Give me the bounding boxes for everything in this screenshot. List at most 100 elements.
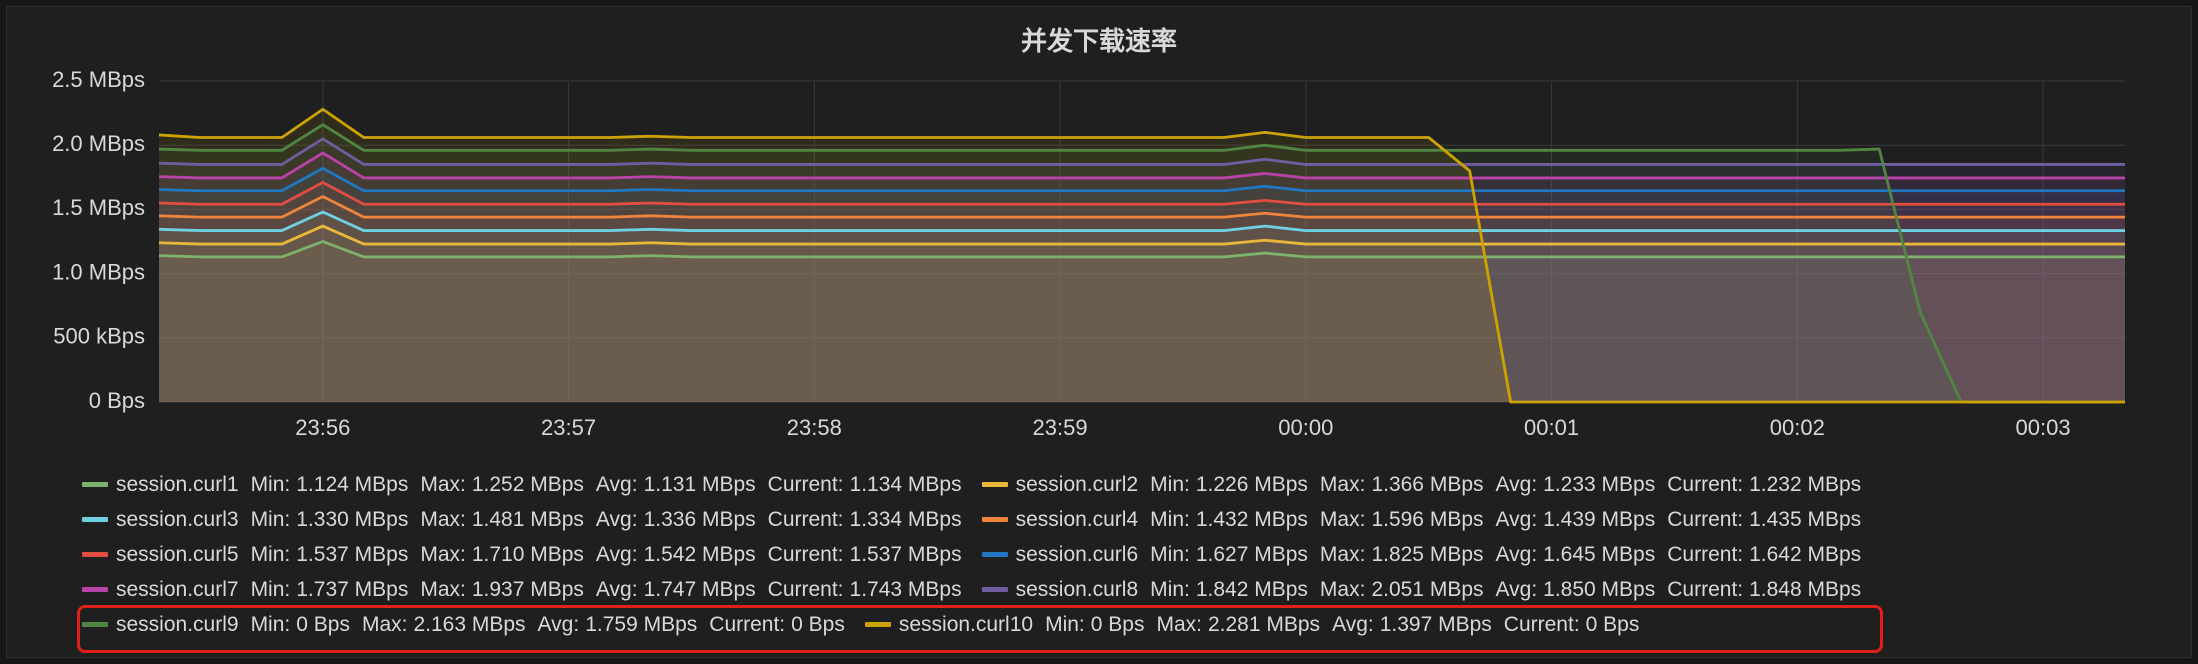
legend-stat-label: Current: xyxy=(767,578,844,601)
legend-stat-value: 1.435 MBps xyxy=(1749,508,1862,531)
legend-stat: Min: 1.842 MBps xyxy=(1150,572,1308,607)
legend-stat: Current: 1.334 MBps xyxy=(768,502,962,537)
legend-stat: Min: 0 Bps xyxy=(251,607,350,642)
series-line xyxy=(158,151,2125,180)
legend: session.curl1 Min: 1.124 MBps Max: 1.252 MBp… xyxy=(82,467,2172,642)
legend-stat: Avg: 1.747 MBps xyxy=(596,572,756,607)
legend-stat: Min: 1.537 MBps xyxy=(251,537,409,572)
legend-swatch xyxy=(82,587,108,592)
legend-stat-value: 1.131 MBps xyxy=(643,473,756,496)
legend-stat-value: 1.481 MBps xyxy=(471,508,584,531)
legend-stat: Current: 1.848 MBps xyxy=(1667,572,1861,607)
legend-swatch xyxy=(82,552,108,557)
legend-stat-value: 1.537 MBps xyxy=(849,543,962,566)
series-line xyxy=(158,107,2125,404)
legend-stat: Max: 1.252 MBps xyxy=(420,467,584,502)
y-tick-label: 500 kBps xyxy=(53,324,145,349)
legend-label: session.curl8 xyxy=(1015,578,1139,601)
x-tick-label: 23:57 xyxy=(541,415,596,440)
legend-stat-value: 1.537 MBps xyxy=(296,543,409,566)
legend-entry: session.curl1 Min: 1.124 MBps Max: 1.252 MBp… xyxy=(82,467,962,502)
legend-stat-label: Avg: xyxy=(1332,613,1374,636)
legend-stat-value: 1.330 MBps xyxy=(296,508,409,531)
legend-stat-value: 1.252 MBps xyxy=(471,473,584,496)
legend-swatch xyxy=(82,517,108,522)
legend-entry: session.curl8 Min: 1.842 MBps Max: 2.051 MBp… xyxy=(981,572,1861,607)
legend-stat-label: Avg: xyxy=(1495,473,1538,496)
series-line xyxy=(158,195,2125,219)
legend-stat-value: 1.336 MBps xyxy=(643,508,756,531)
legend-stat-label: Min: xyxy=(1045,613,1085,636)
legend-stat-label: Avg: xyxy=(595,473,638,496)
legend-swatch xyxy=(82,482,108,487)
legend-stat-label: Min: xyxy=(1150,543,1190,566)
legend-stat-label: Avg: xyxy=(595,543,638,566)
legend-stat-label: Current: xyxy=(709,613,786,636)
legend-stat-label: Current: xyxy=(767,473,844,496)
legend-stat: Avg: 1.336 MBps xyxy=(596,502,756,537)
legend-stat-value: 2.051 MBps xyxy=(1371,578,1484,601)
legend-stat-label: Max: xyxy=(420,508,466,531)
legend-entry: session.curl9 Min: 0 Bps Max: 2.163 MBps Avg:… xyxy=(82,607,845,642)
legend-stat-label: Min: xyxy=(250,543,291,566)
legend-stat: Current: 1.435 MBps xyxy=(1667,502,1861,537)
legend-stat-label: Avg: xyxy=(1495,508,1538,531)
legend-entry: session.curl6 Min: 1.627 MBps Max: 1.825 MBp… xyxy=(981,537,1862,572)
legend-stat-label: Min: xyxy=(250,613,291,636)
legend-stat-label: Avg: xyxy=(537,613,580,636)
legend-swatch xyxy=(82,622,108,627)
series-line xyxy=(158,166,2125,193)
legend-label: session.curl7 xyxy=(116,578,239,601)
legend-stat-value: 1.642 MBps xyxy=(1749,543,1862,566)
legend-stat-value: 0 Bps xyxy=(1090,613,1145,636)
legend-stat-value: 0 Bps xyxy=(791,613,845,636)
legend-entry: session.curl10 Min: 0 Bps Max: 2.281 MBps Avg… xyxy=(864,607,1639,642)
legend-swatch xyxy=(981,482,1008,487)
y-tick-label: 2.5 MBps xyxy=(52,67,145,92)
legend-stat-value: 1.937 MBps xyxy=(471,578,584,601)
series-line xyxy=(158,181,2125,206)
legend-label: session.curl4 xyxy=(1015,508,1139,531)
legend-entry: session.curl7 Min: 1.737 MBps Max: 1.937 MBp… xyxy=(82,572,962,607)
series-area xyxy=(159,168,2125,402)
legend-stat-value: 1.134 MBps xyxy=(849,473,962,496)
legend-stat: Current: 0 Bps xyxy=(709,607,845,642)
legend-stat: Max: 1.366 MBps xyxy=(1320,467,1484,502)
legend-stat: Min: 0 Bps xyxy=(1045,607,1144,642)
legend-entry: session.curl5 Min: 1.537 MBps Max: 1.710 MBp… xyxy=(82,537,962,572)
legend-stat-label: Avg: xyxy=(595,508,638,531)
series-area xyxy=(159,124,2125,402)
legend-swatch xyxy=(981,552,1008,557)
legend-stat: Current: 1.232 MBps xyxy=(1667,467,1861,502)
legend-stat-label: Avg: xyxy=(1495,578,1538,601)
legend-stat: Max: 1.710 MBps xyxy=(420,537,584,572)
legend-stat-value: 1.747 MBps xyxy=(643,578,756,601)
legend-stat: Avg: 1.645 MBps xyxy=(1496,537,1656,572)
legend-stat: Max: 2.281 MBps xyxy=(1156,607,1320,642)
legend-stat-label: Max: xyxy=(420,473,466,496)
legend-stat-label: Max: xyxy=(420,543,466,566)
x-tick-label: 00:03 xyxy=(2016,415,2071,440)
legend-label: session.curl5 xyxy=(116,543,239,566)
legend-stat: Avg: 1.542 MBps xyxy=(596,537,756,572)
legend-stat-value: 1.334 MBps xyxy=(849,508,962,531)
legend-stat-value: 1.743 MBps xyxy=(849,578,962,601)
x-tick-label: 00:00 xyxy=(1278,415,1333,440)
highlight-box xyxy=(77,605,1883,653)
series-line xyxy=(158,210,2125,232)
series-area xyxy=(159,196,2125,402)
legend-stat-label: Current: xyxy=(1503,613,1580,636)
legend-stat: Max: 1.481 MBps xyxy=(420,502,584,537)
legend-label: session.curl6 xyxy=(1015,543,1139,566)
legend-stat: Min: 1.737 MBps xyxy=(251,572,409,607)
chart: 并发下载速率 0 Bps 500 kBps 1.0 MBps 1.5 MBps 2.0 … xyxy=(52,26,2125,440)
legend-entry: session.curl4 Min: 1.432 MBps Max: 1.596 MBp… xyxy=(981,502,1861,537)
x-tick-label: 00:02 xyxy=(1770,415,1825,440)
legend-stat-value: 1.645 MBps xyxy=(1543,543,1656,566)
x-tick-label: 23:59 xyxy=(1033,415,1088,440)
legend-stat-label: Max: xyxy=(1156,613,1202,636)
legend-stat: Max: 2.051 MBps xyxy=(1320,572,1484,607)
chart-title: 并发下载速率 xyxy=(1021,26,1177,56)
legend-stat: Avg: 1.131 MBps xyxy=(596,467,756,502)
legend-stat-value: 1.737 MBps xyxy=(296,578,409,601)
